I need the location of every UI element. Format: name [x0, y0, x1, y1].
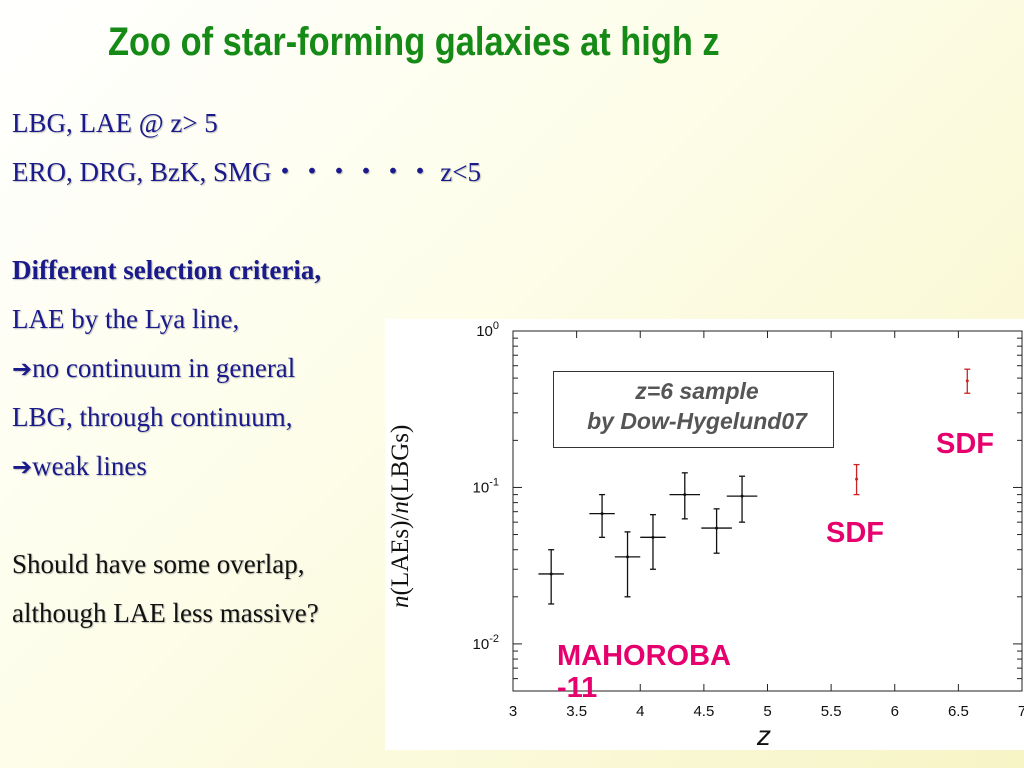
- chart-panel: 3 3.5 4 4.5 5 5.5 6 6.5 7 100 10-1 10-2: [385, 319, 1024, 750]
- y-label-part: (LAEs)/: [387, 513, 414, 596]
- y-tick-label: 10-2: [473, 633, 499, 653]
- x-axis-label: z: [757, 720, 771, 751]
- y-label-n: n: [387, 595, 414, 609]
- sample-note-line: by Dow-Hygelund07: [587, 408, 807, 434]
- line-overlap: Should have some overlap,: [12, 544, 481, 593]
- line-criteria-heading: Different selection criteria,: [12, 250, 481, 299]
- line-text: Should have some overlap,: [12, 549, 305, 579]
- line-text: no continuum in general: [32, 353, 296, 383]
- sdf-label-lower: SDF: [826, 517, 884, 549]
- arrow-right-icon: ➔: [12, 355, 33, 383]
- y-tick-label: 100: [476, 320, 499, 340]
- line-lbg-lae: LBG, LAE @ z> 5: [12, 103, 481, 152]
- bullet-list: LBG, LAE @ z> 5 ERO, DRG, BzK, SMG・・・・・・…: [12, 103, 481, 642]
- mahoroba-label-line: MAHOROBA: [557, 640, 731, 672]
- x-tick-label: 5.5: [821, 703, 842, 720]
- y-tick-label: 10-1: [473, 476, 499, 496]
- line-text: ERO, DRG, BzK, SMG・・・・・・ z<5: [12, 157, 481, 187]
- line-text: although LAE less massive?: [12, 598, 319, 628]
- sdf-label-upper: SDF: [936, 428, 994, 460]
- x-tick-label: 6.5: [948, 703, 969, 720]
- data-point: [600, 512, 604, 516]
- x-tick-label: 6: [891, 703, 899, 720]
- line-text: LBG, through continuum,: [12, 402, 293, 432]
- line-text: weak lines: [32, 451, 147, 481]
- line-text: Different selection criteria,: [12, 255, 322, 285]
- y-label-n: n: [387, 501, 414, 514]
- data-point: [683, 493, 687, 497]
- data-point: [715, 526, 719, 530]
- line-ero-drg: ERO, DRG, BzK, SMG・・・・・・ z<5: [12, 152, 481, 201]
- ratio-chart: 3 3.5 4 4.5 5 5.5 6 6.5 7 100 10-1 10-2: [473, 320, 1024, 720]
- y-label-part: (LBGs): [387, 424, 414, 502]
- line-less-massive: although LAE less massive?: [12, 593, 481, 642]
- sample-note-line: z=6 sample: [635, 378, 759, 404]
- data-point: [855, 477, 859, 481]
- x-tick-label: 7: [1018, 703, 1024, 720]
- x-tick-label: 4: [636, 703, 644, 720]
- sample-note: z=6 sample by Dow-Hygelund07: [548, 376, 846, 436]
- arrow-right-icon: ➔: [12, 453, 33, 481]
- data-point: [651, 535, 655, 539]
- data-point: [965, 379, 969, 383]
- mahoroba-label: MAHOROBA -11: [557, 640, 731, 704]
- mahoroba-label-line: -11: [557, 672, 598, 704]
- x-tick-label: 3.5: [566, 703, 587, 720]
- sample-note-box: [553, 371, 834, 448]
- data-point: [549, 572, 553, 576]
- x-tick-label: 5: [763, 703, 771, 720]
- line-lbg-continuum: LBG, through continuum,: [12, 397, 481, 446]
- slide-title: Zoo of star-forming galaxies at high z: [108, 20, 720, 64]
- line-text: LAE by the Lya line,: [12, 304, 240, 334]
- line-weak-lines: ➔weak lines: [12, 446, 481, 495]
- line-blank: [12, 201, 481, 250]
- x-tick-label: 3: [509, 703, 517, 720]
- data-point: [626, 555, 630, 559]
- x-tick-label: 4.5: [693, 703, 714, 720]
- y-axis-label: n(LAEs)/n(LBGs): [387, 425, 415, 608]
- line-lae-lya: LAE by the Lya line,: [12, 299, 481, 348]
- data-point: [740, 494, 744, 498]
- line-text: LBG, LAE @ z> 5: [12, 108, 218, 138]
- line-no-continuum: ➔no continuum in general: [12, 348, 481, 397]
